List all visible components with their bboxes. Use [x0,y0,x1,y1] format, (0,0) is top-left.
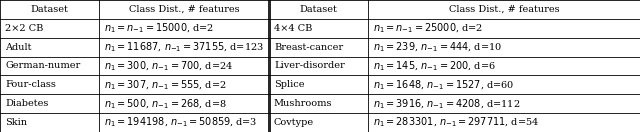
Text: Liver-disorder: Liver-disorder [274,62,345,70]
Text: Adult: Adult [5,43,31,52]
Text: $n_1=n_{-1}=15000$, d=2: $n_1=n_{-1}=15000$, d=2 [104,22,214,35]
Text: Class Dist., # features: Class Dist., # features [129,5,239,14]
Text: Splice: Splice [274,80,305,89]
Text: $n_1=194198$, $n_{-1}=50859$, d=3: $n_1=194198$, $n_{-1}=50859$, d=3 [104,116,258,129]
Text: $n_1=307$, $n_{-1}=555$, d=2: $n_1=307$, $n_{-1}=555$, d=2 [104,78,227,92]
Text: Dataset: Dataset [31,5,68,14]
Text: Covtype: Covtype [274,118,314,127]
Text: $n_1=500$, $n_{-1}=268$, d=8: $n_1=500$, $n_{-1}=268$, d=8 [104,97,227,110]
Text: Skin: Skin [5,118,27,127]
Text: $n_1=300$, $n_{-1}=700$, d=24: $n_1=300$, $n_{-1}=700$, d=24 [104,59,234,73]
Text: $n_1=3916$, $n_{-1}=4208$, d=112: $n_1=3916$, $n_{-1}=4208$, d=112 [373,97,520,110]
Text: $n_1=11687$, $n_{-1}=37155$, d=123: $n_1=11687$, $n_{-1}=37155$, d=123 [104,40,264,54]
Text: Diabetes: Diabetes [5,99,49,108]
Text: $n_1=145$, $n_{-1}=200$, d=6: $n_1=145$, $n_{-1}=200$, d=6 [373,59,496,73]
Text: $n_1=1648$, $n_{-1}=1527$, d=60: $n_1=1648$, $n_{-1}=1527$, d=60 [373,78,515,92]
Text: 2×2 CB: 2×2 CB [5,24,44,33]
Text: Dataset: Dataset [300,5,337,14]
Text: $n_1=n_{-1}=25000$, d=2: $n_1=n_{-1}=25000$, d=2 [373,22,483,35]
Text: Breast-cancer: Breast-cancer [274,43,343,52]
Text: $n_1=283301$, $n_{-1}=297711$, d=54: $n_1=283301$, $n_{-1}=297711$, d=54 [373,116,540,129]
Text: 4×4 CB: 4×4 CB [274,24,312,33]
Text: Four-class: Four-class [5,80,56,89]
Text: $n_1=239$, $n_{-1}=444$, d=10: $n_1=239$, $n_{-1}=444$, d=10 [373,40,502,54]
Text: Mushrooms: Mushrooms [274,99,332,108]
Text: German-numer: German-numer [5,62,81,70]
Text: Class Dist., # features: Class Dist., # features [449,5,559,14]
